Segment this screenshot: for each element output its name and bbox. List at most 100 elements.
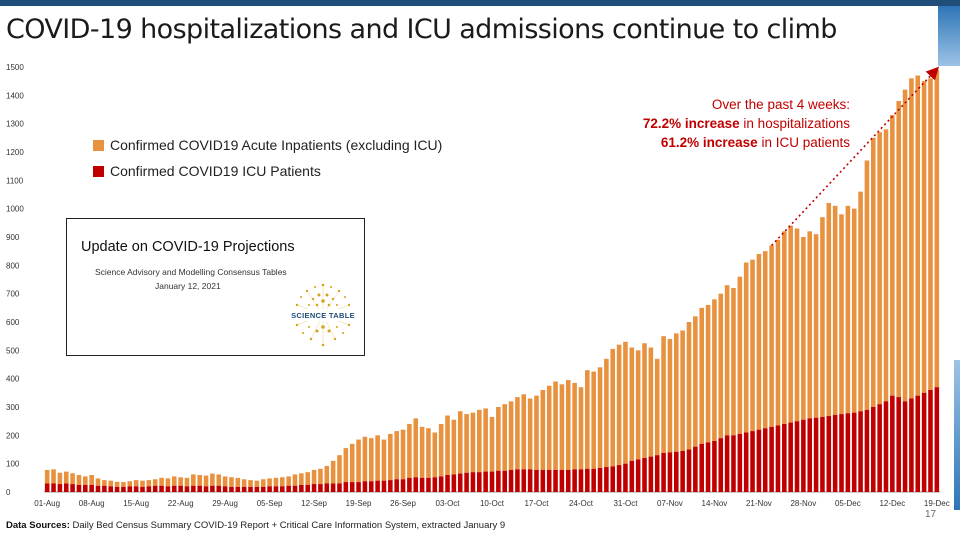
bar-icu bbox=[635, 459, 641, 492]
bar-acute bbox=[222, 476, 228, 487]
bar-icu bbox=[693, 446, 698, 492]
bar-acute bbox=[515, 397, 520, 470]
y-tick-label: 1500 bbox=[6, 63, 24, 72]
bar-icu bbox=[673, 451, 679, 492]
bar-acute bbox=[76, 475, 82, 485]
bar-acute bbox=[178, 477, 183, 486]
bar-icu bbox=[324, 483, 330, 492]
bar-icu bbox=[559, 469, 565, 492]
bar-icu bbox=[89, 484, 94, 492]
corner-accent-bottom bbox=[954, 360, 960, 510]
bar-icu bbox=[928, 390, 933, 492]
bar-icu bbox=[121, 486, 126, 492]
bar-acute bbox=[229, 477, 234, 487]
bar-icu bbox=[496, 470, 501, 492]
bar-acute bbox=[654, 358, 660, 456]
legend-label-acute: Confirmed COVID19 Acute Inpatients (excl… bbox=[110, 137, 443, 153]
bar-icu bbox=[661, 452, 666, 492]
bar-icu bbox=[851, 412, 857, 492]
bar-icu bbox=[400, 479, 406, 492]
data-sources-footer: Data Sources: Daily Bed Census Summary C… bbox=[6, 520, 505, 531]
bar-acute bbox=[216, 474, 222, 486]
bar-acute bbox=[845, 205, 851, 414]
stacked-bar-chart: 0 100 200 300 400 500 600 700 800 900 1000 1100 1200… bbox=[6, 63, 950, 508]
bar-acute bbox=[203, 475, 209, 487]
bar-acute bbox=[762, 251, 768, 429]
bar-acute bbox=[673, 333, 679, 452]
bar-acute bbox=[273, 477, 279, 487]
y-tick-label: 1000 bbox=[6, 205, 24, 214]
bar-acute bbox=[788, 225, 793, 423]
bar-icu bbox=[178, 485, 183, 492]
bar-acute bbox=[248, 480, 253, 487]
bar-acute bbox=[801, 237, 806, 420]
bar-icu bbox=[769, 426, 774, 492]
x-tick-label: 03-Oct bbox=[436, 499, 461, 508]
bar-acute bbox=[693, 316, 698, 447]
bar-icu bbox=[286, 485, 291, 492]
bar-icu bbox=[527, 469, 533, 492]
bar-icu bbox=[534, 469, 539, 492]
bar-icu bbox=[432, 477, 438, 492]
bar-icu bbox=[311, 484, 317, 492]
bar-icu bbox=[388, 480, 393, 492]
bar-acute bbox=[928, 78, 933, 390]
bar-icu bbox=[502, 470, 507, 492]
bar-icu bbox=[254, 486, 260, 492]
bar-icu bbox=[737, 433, 743, 492]
bar-icu bbox=[197, 485, 202, 492]
bar-icu bbox=[699, 443, 704, 492]
bar-acute bbox=[102, 480, 107, 486]
bar-acute bbox=[343, 448, 349, 483]
bar-acute bbox=[870, 137, 876, 407]
bar-acute bbox=[114, 481, 120, 487]
bar-icu bbox=[667, 452, 673, 492]
top-bar bbox=[0, 0, 960, 6]
bar-acute bbox=[559, 384, 565, 470]
bar-icu bbox=[375, 480, 380, 492]
bar-icu bbox=[546, 469, 552, 492]
bar-acute bbox=[184, 477, 190, 487]
bar-icu bbox=[483, 471, 488, 492]
logo-text: SCIENCE TABLE bbox=[291, 311, 355, 320]
science-table-logo-icon bbox=[287, 283, 359, 347]
bar-acute bbox=[743, 262, 749, 433]
x-tick-label: 12-Sep bbox=[301, 499, 327, 508]
bar-acute bbox=[521, 394, 527, 470]
bar-icu bbox=[184, 486, 190, 492]
bar-icu bbox=[216, 485, 222, 492]
bar-icu bbox=[102, 485, 107, 492]
inset-title: Update on COVID-19 Projections bbox=[81, 239, 295, 255]
bar-acute bbox=[152, 479, 158, 486]
bar-icu bbox=[292, 485, 298, 492]
x-tick-label: 17-Oct bbox=[524, 499, 549, 508]
bar-icu bbox=[140, 486, 145, 492]
bar-acute bbox=[915, 75, 921, 396]
bar-acute bbox=[909, 78, 914, 399]
y-tick-label: 400 bbox=[6, 375, 20, 384]
annotation-hosp-increase: 72.2% increase bbox=[642, 116, 740, 131]
bar-icu bbox=[864, 409, 870, 492]
bar-acute bbox=[851, 208, 857, 413]
bar-acute bbox=[877, 132, 882, 405]
bar-acute bbox=[934, 69, 940, 388]
bar-icu bbox=[820, 416, 825, 492]
bar-acute bbox=[477, 409, 482, 473]
x-tick-label: 05-Sep bbox=[257, 499, 283, 508]
bar-icu bbox=[883, 401, 889, 492]
slide-title: COVID-19 hospitalizations and ICU admiss… bbox=[6, 14, 837, 45]
bar-icu bbox=[343, 482, 349, 492]
bar-icu bbox=[146, 486, 152, 492]
bar-icu bbox=[807, 418, 813, 492]
bar-acute bbox=[89, 475, 94, 485]
bar-acute bbox=[337, 455, 342, 484]
bar-icu bbox=[794, 421, 800, 492]
bar-acute bbox=[133, 480, 139, 487]
bar-icu bbox=[349, 482, 355, 492]
bar-icu bbox=[470, 472, 476, 492]
bar-icu bbox=[839, 414, 844, 492]
y-tick-label: 200 bbox=[6, 431, 20, 440]
bar-icu bbox=[877, 404, 882, 492]
bar-acute bbox=[820, 217, 825, 417]
bar-icu bbox=[83, 484, 88, 492]
